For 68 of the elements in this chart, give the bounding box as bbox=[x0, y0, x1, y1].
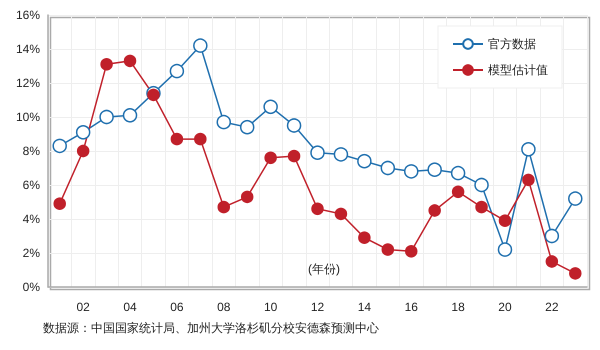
point bbox=[569, 267, 582, 280]
point bbox=[334, 147, 348, 162]
point bbox=[380, 160, 396, 176]
point bbox=[568, 191, 583, 206]
y-tick-label: 2% bbox=[22, 246, 40, 260]
point bbox=[382, 243, 394, 256]
point bbox=[522, 174, 535, 186]
point bbox=[170, 64, 184, 78]
y-tick-label: 10% bbox=[16, 110, 40, 124]
point bbox=[52, 138, 67, 154]
point bbox=[288, 150, 300, 162]
point bbox=[310, 145, 325, 160]
point bbox=[404, 164, 418, 179]
point bbox=[264, 152, 277, 164]
point bbox=[498, 214, 512, 227]
point bbox=[427, 162, 442, 177]
point bbox=[240, 190, 254, 204]
point bbox=[358, 231, 371, 244]
x-tick-label: 20 bbox=[498, 300, 512, 314]
x-tick-label: 06 bbox=[170, 300, 184, 314]
y-tick-label: 14% bbox=[16, 42, 40, 56]
x-tick-label: 02 bbox=[76, 300, 90, 314]
y-tick-label: 8% bbox=[22, 144, 40, 158]
point bbox=[216, 114, 232, 130]
y-tick-label: 0% bbox=[22, 280, 40, 294]
point bbox=[147, 88, 160, 102]
x-tick-label: 12 bbox=[310, 300, 324, 314]
point bbox=[311, 202, 324, 216]
x-tick-label: 14 bbox=[358, 300, 372, 314]
point bbox=[53, 197, 66, 210]
x-tick-label: 16 bbox=[404, 300, 418, 314]
point bbox=[99, 110, 114, 124]
point bbox=[170, 132, 184, 146]
point bbox=[76, 144, 90, 158]
point bbox=[498, 242, 512, 257]
x-tick-label: 18 bbox=[451, 300, 466, 314]
x-tick-label: 08 bbox=[217, 300, 231, 314]
point bbox=[521, 142, 536, 157]
point bbox=[263, 100, 278, 114]
y-tick-label: 16% bbox=[16, 8, 40, 22]
point bbox=[193, 38, 208, 53]
point bbox=[357, 154, 372, 168]
point bbox=[405, 245, 418, 258]
point bbox=[218, 200, 230, 214]
x-tick-label: 04 bbox=[123, 300, 138, 314]
point bbox=[452, 186, 464, 198]
legend-label: 模型估计值 bbox=[488, 63, 548, 77]
y-tick-label: 12% bbox=[16, 76, 40, 90]
y-tick-label: 4% bbox=[22, 212, 40, 226]
point bbox=[122, 108, 138, 123]
point bbox=[474, 178, 489, 192]
point bbox=[475, 200, 488, 214]
point bbox=[428, 204, 441, 217]
point bbox=[544, 228, 560, 244]
x-tick-label: 10 bbox=[264, 300, 278, 314]
text: 数据源：中国国家统计局、加州大学洛杉矶分校安德森预测中心 bbox=[43, 321, 379, 335]
point bbox=[546, 255, 558, 268]
point bbox=[334, 208, 348, 220]
point bbox=[100, 58, 113, 71]
point bbox=[76, 125, 90, 140]
legend-label: 官方数据 bbox=[488, 37, 536, 51]
y-tick-label: 6% bbox=[22, 178, 40, 192]
x-tick-label: 22 bbox=[545, 300, 559, 314]
point bbox=[450, 166, 466, 180]
point bbox=[124, 54, 136, 68]
point bbox=[194, 132, 207, 146]
point bbox=[286, 118, 302, 133]
point bbox=[240, 120, 254, 134]
